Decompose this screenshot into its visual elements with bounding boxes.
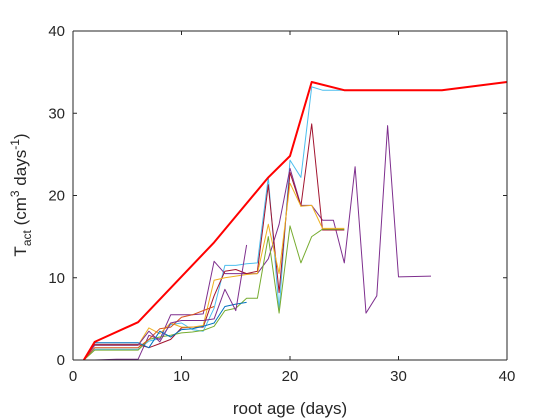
series-line-6 [83, 182, 345, 361]
y-axis-label-unit-mid: days [11, 150, 30, 191]
y-axis-label: Tact (cm3 days-1) [8, 133, 34, 256]
y-tick-label: 0 [57, 352, 65, 369]
y-axis-label-close: ) [11, 133, 30, 139]
y-axis-label-subscript: act [20, 229, 34, 246]
y-axis-label-base: T [11, 246, 30, 256]
x-tick-label: 40 [499, 368, 516, 385]
series-layer [82, 81, 508, 361]
y-axis-label-sup-2: -1 [8, 139, 22, 150]
series-line-1 [82, 81, 508, 361]
x-tick-label: 20 [282, 368, 299, 385]
x-tick-label: 10 [173, 368, 190, 385]
series-line-2 [83, 86, 345, 361]
y-axis-label-sup-1: 3 [8, 190, 22, 197]
x-tick-label: 30 [390, 368, 407, 385]
svg-text:Tact (cm3 days-1): Tact (cm3 days-1) [8, 133, 34, 256]
tick-layer: 0 10 20 30 40 0 10 20 30 40 [48, 23, 515, 385]
y-tick-label: 10 [48, 270, 65, 287]
y-tick-label: 30 [48, 105, 65, 122]
x-tick-label: 0 [69, 368, 77, 385]
x-axis-label: root age (days) [233, 399, 347, 418]
y-tick-label: 40 [48, 23, 65, 40]
series-line-7 [83, 306, 215, 361]
series-line-4 [83, 123, 345, 361]
series-line-5 [83, 225, 345, 361]
plot-background [73, 31, 507, 360]
y-axis-label-unit: (cm [11, 197, 30, 230]
y-tick-label: 20 [48, 188, 65, 205]
series-line-8 [83, 301, 247, 361]
series-line-9 [83, 244, 248, 361]
